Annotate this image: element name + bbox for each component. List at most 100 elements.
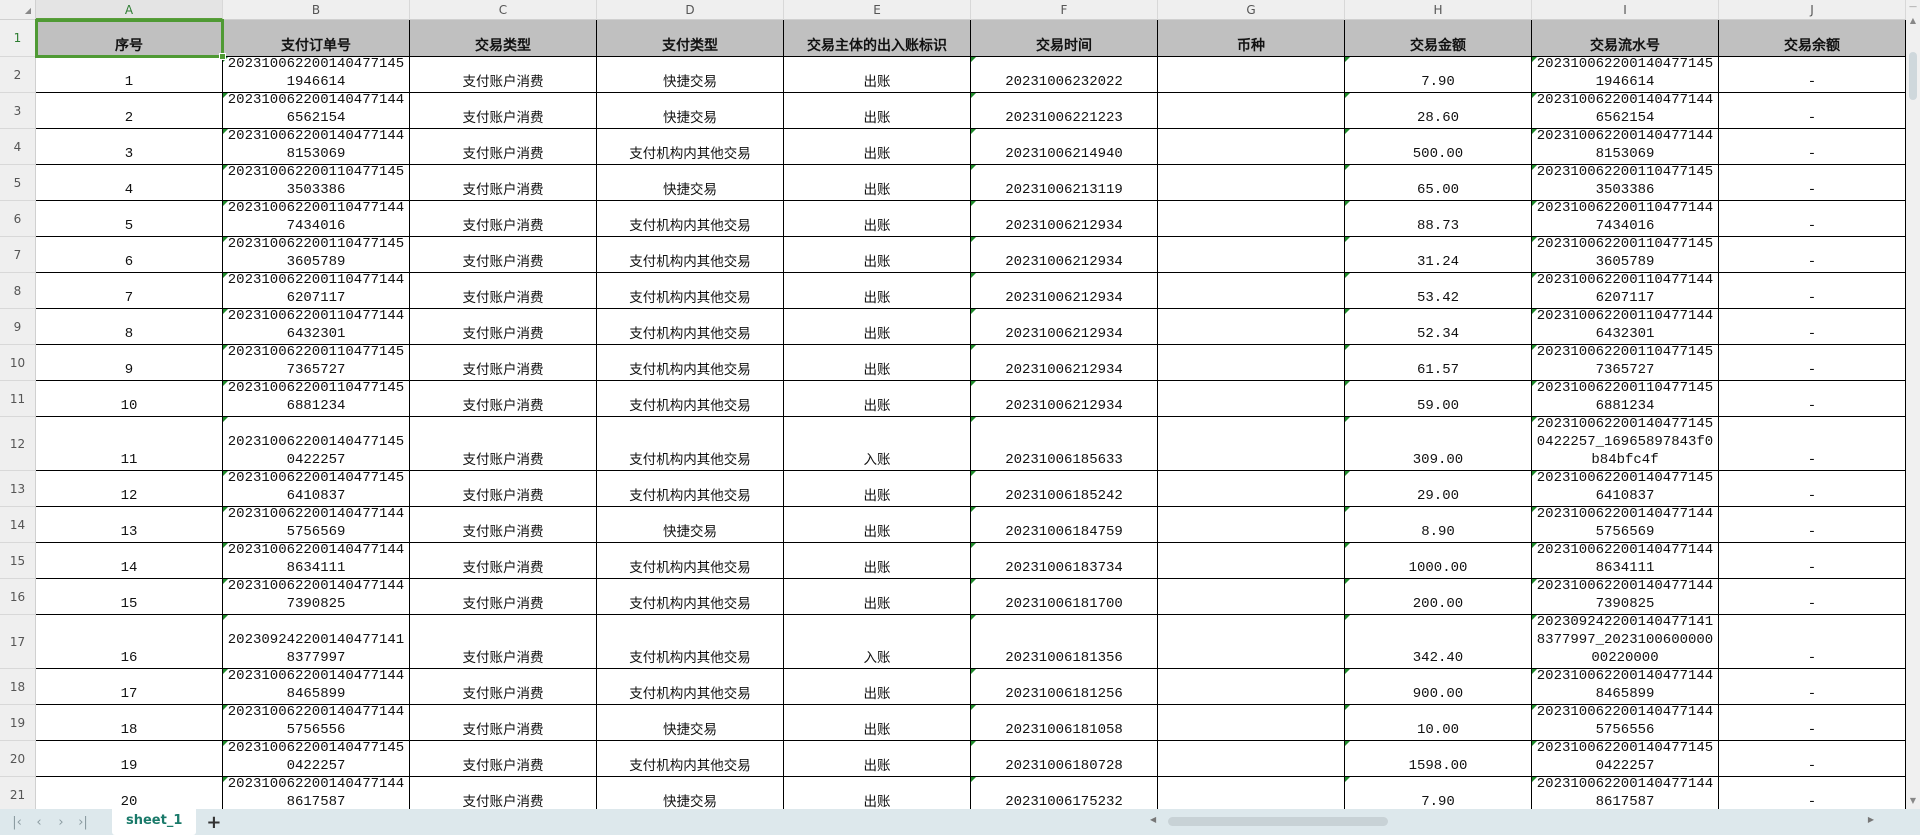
header-cell[interactable]: 支付订单号: [223, 20, 410, 57]
table-cell[interactable]: 10.00: [1345, 705, 1532, 741]
table-cell[interactable]: 2023100622001404771448617587: [1532, 777, 1719, 809]
table-cell[interactable]: 7.90: [1345, 57, 1532, 93]
table-cell[interactable]: 2023100622001104771447434016: [223, 201, 410, 237]
table-cell[interactable]: 7: [36, 273, 223, 309]
header-cell[interactable]: 交易金额: [1345, 20, 1532, 57]
header-cell[interactable]: 交易类型: [410, 20, 597, 57]
scroll-minus-icon[interactable]: —: [1909, 2, 1917, 11]
vertical-scrollbar[interactable]: — ▲ ▼: [1906, 0, 1920, 809]
table-cell[interactable]: 3: [36, 129, 223, 165]
table-cell[interactable]: 支付机构内其他交易: [597, 543, 784, 579]
table-cell[interactable]: 支付账户消费: [410, 777, 597, 809]
table-cell[interactable]: 支付机构内其他交易: [597, 417, 784, 471]
table-cell[interactable]: 20231006212934: [971, 201, 1158, 237]
header-cell[interactable]: 交易时间: [971, 20, 1158, 57]
row-header[interactable]: 14: [0, 507, 36, 543]
table-cell[interactable]: -: [1719, 777, 1906, 809]
table-cell[interactable]: 20231006180728: [971, 741, 1158, 777]
table-cell[interactable]: 2023100622001104771453503386: [1532, 165, 1719, 201]
table-cell[interactable]: 支付机构内其他交易: [597, 237, 784, 273]
table-cell[interactable]: 9: [36, 345, 223, 381]
table-cell[interactable]: 支付账户消费: [410, 129, 597, 165]
table-cell[interactable]: 17: [36, 669, 223, 705]
table-cell[interactable]: -: [1719, 201, 1906, 237]
table-cell[interactable]: 2023092422001404771418377997: [223, 615, 410, 669]
table-cell[interactable]: 支付机构内其他交易: [597, 273, 784, 309]
table-cell[interactable]: 2023100622001404771456410837: [1532, 471, 1719, 507]
table-cell[interactable]: 2023100622001104771457365727: [223, 345, 410, 381]
table-cell[interactable]: 16: [36, 615, 223, 669]
table-cell[interactable]: 2023100622001104771457365727: [1532, 345, 1719, 381]
table-cell[interactable]: -: [1719, 615, 1906, 669]
table-cell[interactable]: 快捷交易: [597, 165, 784, 201]
table-cell[interactable]: 20231006212934: [971, 309, 1158, 345]
table-cell[interactable]: 支付机构内其他交易: [597, 741, 784, 777]
table-cell[interactable]: -: [1719, 129, 1906, 165]
table-cell[interactable]: 2023100622001104771453605789: [223, 237, 410, 273]
column-header-f[interactable]: F: [971, 0, 1158, 20]
column-header-e[interactable]: E: [784, 0, 971, 20]
table-cell[interactable]: 支付机构内其他交易: [597, 669, 784, 705]
table-cell[interactable]: -: [1719, 381, 1906, 417]
table-cell[interactable]: 2023100622001404771446562154: [1532, 93, 1719, 129]
table-cell[interactable]: -: [1719, 741, 1906, 777]
table-cell[interactable]: 支付账户消费: [410, 507, 597, 543]
table-cell[interactable]: 2023100622001404771447390825: [1532, 579, 1719, 615]
table-cell[interactable]: 31.24: [1345, 237, 1532, 273]
table-cell[interactable]: 出账: [784, 165, 971, 201]
table-cell[interactable]: 200.00: [1345, 579, 1532, 615]
column-header-c[interactable]: C: [410, 0, 597, 20]
table-cell[interactable]: 1598.00: [1345, 741, 1532, 777]
table-cell[interactable]: [1158, 345, 1345, 381]
table-cell[interactable]: 2023100622001404771448617587: [223, 777, 410, 809]
table-cell[interactable]: 支付账户消费: [410, 345, 597, 381]
table-cell[interactable]: 出账: [784, 507, 971, 543]
row-header[interactable]: 2: [0, 57, 36, 93]
table-cell[interactable]: 2023100622001404771447390825: [223, 579, 410, 615]
table-cell[interactable]: 2023100622001104771446432301: [223, 309, 410, 345]
first-sheet-icon[interactable]: |‹: [12, 814, 22, 830]
table-cell[interactable]: 2023100622001404771448465899: [1532, 669, 1719, 705]
table-cell[interactable]: 2023100622001404771450422257_16965897843…: [1532, 417, 1719, 471]
table-cell[interactable]: 支付账户消费: [410, 417, 597, 471]
table-cell[interactable]: 2023100622001404771450422257: [223, 741, 410, 777]
table-cell[interactable]: 2023100622001404771445756569: [1532, 507, 1719, 543]
table-cell[interactable]: 20231006184759: [971, 507, 1158, 543]
column-header-j[interactable]: J: [1719, 0, 1906, 20]
table-cell[interactable]: 1000.00: [1345, 543, 1532, 579]
table-cell[interactable]: 20231006181356: [971, 615, 1158, 669]
header-cell[interactable]: 交易主体的出入账标识: [784, 20, 971, 57]
prev-sheet-icon[interactable]: ‹: [36, 814, 42, 830]
horizontal-scrollbar[interactable]: ◀ ▶: [1150, 815, 1890, 829]
header-cell[interactable]: 序号: [36, 20, 223, 57]
table-cell[interactable]: -: [1719, 237, 1906, 273]
table-cell[interactable]: 2023100622001104771453605789: [1532, 237, 1719, 273]
row-header[interactable]: 8: [0, 273, 36, 309]
table-cell[interactable]: -: [1719, 507, 1906, 543]
select-all-corner[interactable]: ◢: [0, 0, 36, 20]
table-cell[interactable]: 支付机构内其他交易: [597, 345, 784, 381]
table-cell[interactable]: [1158, 471, 1345, 507]
table-cell[interactable]: 出账: [784, 705, 971, 741]
horizontal-scroll-thumb[interactable]: [1168, 817, 1388, 826]
table-cell[interactable]: 支付账户消费: [410, 669, 597, 705]
table-cell[interactable]: [1158, 741, 1345, 777]
header-cell[interactable]: 交易流水号: [1532, 20, 1719, 57]
table-cell[interactable]: 20231006175232: [971, 777, 1158, 809]
table-cell[interactable]: [1158, 615, 1345, 669]
table-cell[interactable]: 支付机构内其他交易: [597, 381, 784, 417]
table-cell[interactable]: 出账: [784, 201, 971, 237]
table-cell[interactable]: 2023100622001404771445756569: [223, 507, 410, 543]
table-cell[interactable]: 4: [36, 165, 223, 201]
row-header[interactable]: 1: [0, 20, 36, 57]
header-cell[interactable]: 交易余额: [1719, 20, 1906, 57]
table-cell[interactable]: 支付账户消费: [410, 543, 597, 579]
table-cell[interactable]: 12: [36, 471, 223, 507]
header-cell[interactable]: 币种: [1158, 20, 1345, 57]
table-cell[interactable]: 20231006212934: [971, 237, 1158, 273]
table-cell[interactable]: 支付账户消费: [410, 741, 597, 777]
table-cell[interactable]: 支付账户消费: [410, 273, 597, 309]
table-cell[interactable]: 入账: [784, 615, 971, 669]
table-cell[interactable]: 出账: [784, 471, 971, 507]
scroll-down-icon[interactable]: ▼: [1909, 796, 1917, 805]
